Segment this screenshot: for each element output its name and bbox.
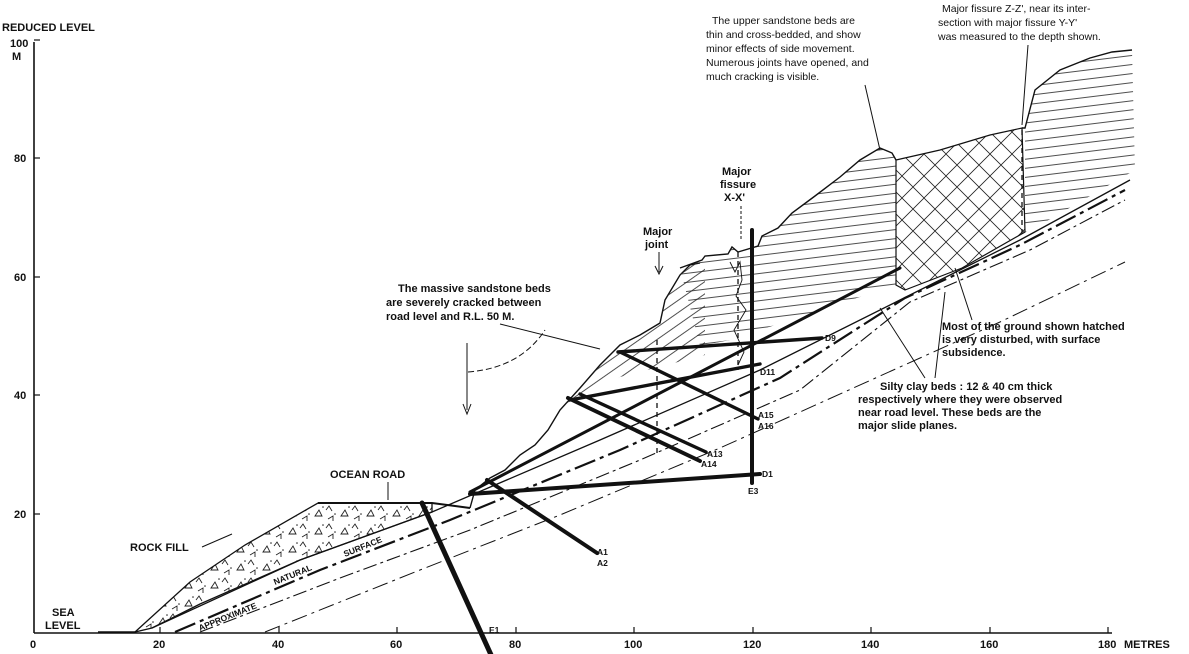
x-tick-140: 140 [861, 639, 879, 651]
top-sandstone-hatch [1025, 50, 1135, 232]
x-tick-80: 80 [509, 639, 521, 651]
borehole-label-e3: E3 [748, 486, 759, 496]
major-fissure-xx-label-1: Major [722, 166, 752, 178]
massive-sandstone-hatch [560, 262, 705, 410]
svg-text:section with major fissure Y-Y: section with major fissure Y-Y' [938, 17, 1077, 29]
borehole-label-a2: A2 [597, 558, 608, 568]
svg-text:major slide planes.: major slide planes. [858, 420, 957, 432]
borehole-label-a16: A16 [758, 421, 774, 431]
borehole-d11 [568, 362, 762, 402]
note-massive-sandstone: The massive sandstone beds are severely … [386, 283, 601, 416]
x-tick-180: 180 [1098, 639, 1116, 651]
borehole-label-a14: A14 [701, 459, 717, 469]
borehole-a13 [578, 392, 708, 454]
x-tick-120: 120 [743, 639, 761, 651]
y-axis-label: REDUCED LEVEL [2, 22, 95, 34]
y-tick-20: 20 [14, 509, 26, 521]
deep-dash-dot-line [264, 261, 1126, 633]
svg-text:subsidence.: subsidence. [942, 347, 1006, 359]
svg-text:near road level. These beds a: near road level. These beds are the [858, 407, 1041, 419]
x-tick-20: 20 [153, 639, 165, 651]
borehole-label-d11: D11 [760, 367, 775, 377]
svg-text:Major fissure Z-Z', near its i: Major fissure Z-Z', near its inter- [942, 3, 1091, 15]
borehole-a15-a16 [618, 350, 760, 421]
svg-text:road level and R.L. 50 M.: road level and R.L. 50 M. [386, 311, 514, 323]
rock-fill-label: ROCK FILL [130, 542, 189, 554]
disturbed-ground-crosshatch [895, 127, 1026, 291]
major-joint-arrow [654, 252, 664, 276]
ground-profile-upper [1022, 49, 1133, 129]
note-major-fissure-zz: Major fissure Z-Z', near its inter- sect… [937, 3, 1101, 126]
y-tick-40: 40 [14, 390, 26, 402]
x-axis-unit: METRES [1124, 639, 1170, 651]
svg-text:The upper sandstone beds are: The upper sandstone beds are [712, 15, 855, 27]
borehole-label-a15: A15 [758, 410, 774, 420]
silty-clay-slide-plane-lower [199, 199, 1126, 633]
svg-text:much cracking is visible.: much cracking is visible. [706, 71, 819, 83]
rock-fill-leader [201, 533, 233, 548]
sea-label: SEA [52, 607, 75, 619]
borehole-e1 [419, 500, 494, 654]
borehole-label-e1: E1 [489, 625, 500, 635]
svg-text:Most of the ground shown hatch: Most of the ground shown hatched [942, 321, 1125, 333]
axes: REDUCED LEVEL 100 M 80 60 40 20 0 20 40 … [2, 22, 1170, 651]
silty-clay-slide-plane-upper [174, 189, 1126, 634]
svg-text:Silty clay beds : 12 & 40 cm t: Silty clay beds : 12 & 40 cm thick [880, 381, 1053, 393]
svg-text:The massive sandstone beds: The massive sandstone beds [398, 283, 551, 295]
borehole-label-d1: D1 [762, 469, 773, 479]
note-silty-clay: Silty clay beds : 12 & 40 cm thick respe… [858, 291, 1062, 432]
svg-text:minor effects of side movement: minor effects of side movement. [706, 43, 855, 55]
svg-text:was measured to the depth show: was measured to the depth shown. [937, 31, 1101, 43]
svg-text:Numerous joints have opened, a: Numerous joints have opened, and [706, 57, 869, 69]
svg-text:thin and cross-bedded, and sho: thin and cross-bedded, and show [706, 29, 861, 41]
borehole-label-d9: D9 [825, 333, 836, 343]
svg-text:is very disturbed, with surfac: is very disturbed, with surface [942, 334, 1100, 346]
ocean-road-label: OCEAN ROAD [330, 469, 405, 481]
x-tick-60: 60 [390, 639, 402, 651]
borehole-deep-slide [468, 266, 902, 494]
borehole-d9 [616, 336, 824, 354]
note-disturbed-ground: Most of the ground shown hatched is very… [942, 267, 1125, 359]
approximate-label: APPROXIMATE [197, 600, 258, 633]
major-fissure-xx-label-2: fissure [720, 179, 756, 191]
level-label: LEVEL [45, 620, 81, 632]
y-tick-100: 100 [10, 38, 28, 50]
y-tick-60: 60 [14, 272, 26, 284]
major-fissure-xx-label-3: X-X' [724, 192, 745, 204]
major-joint-label-1: Major [643, 226, 673, 238]
borehole-a14 [566, 396, 702, 463]
ground-profile-mid [679, 147, 897, 269]
y-tick-80: 80 [14, 153, 26, 165]
note-upper-sandstone: The upper sandstone beds are thin and cr… [706, 15, 881, 151]
svg-text:are severely cracked between: are severely cracked between [386, 297, 542, 309]
x-tick-40: 40 [272, 639, 284, 651]
rock-fill-zone [132, 502, 433, 634]
borehole-label-a13: A13 [707, 449, 723, 459]
y-axis-unit: M [12, 51, 21, 63]
ocean-road-surface [318, 502, 471, 509]
y-tick-0: 0 [30, 639, 36, 651]
approximate-natural-surface [151, 179, 1131, 629]
borehole-label-a1: A1 [597, 547, 608, 557]
svg-text:respectively where they were o: respectively where they were observed [858, 394, 1062, 406]
major-joint-label-2: joint [644, 239, 669, 251]
borehole-d1 [468, 472, 762, 496]
upper-sandstone-hatch [680, 148, 896, 346]
boreholes [419, 228, 902, 654]
x-tick-100: 100 [624, 639, 642, 651]
x-tick-160: 160 [980, 639, 998, 651]
